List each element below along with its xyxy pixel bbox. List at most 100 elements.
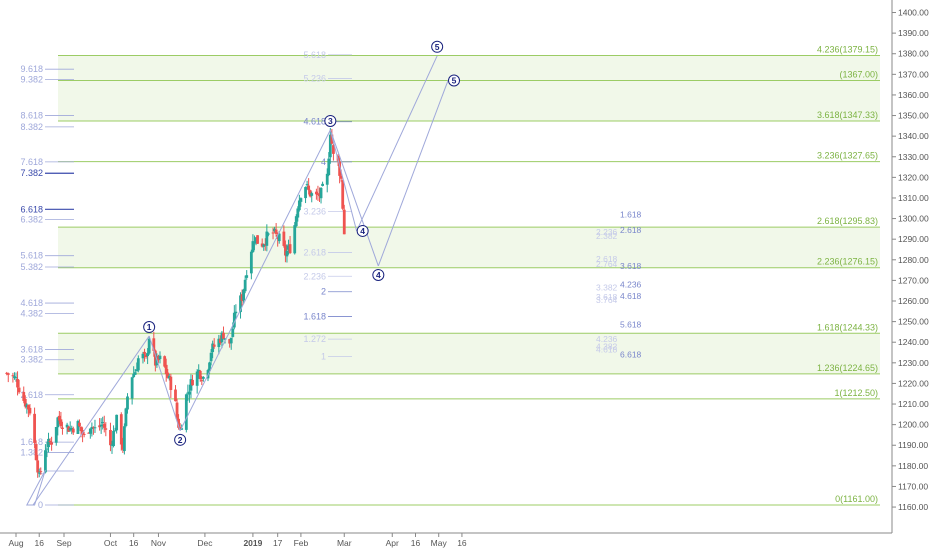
fib-level-label: 2.618(1295.83) [817, 216, 878, 226]
candle-body [121, 442, 125, 450]
fib-level-label: 4.236(1379.15) [817, 44, 878, 54]
time-tick-label: Nov [151, 538, 167, 548]
candle-body [243, 279, 247, 292]
price-tick-label: 1340.00 [898, 131, 929, 141]
candle-body [93, 427, 97, 429]
ratio-label-left: 4.618 [20, 298, 43, 308]
fib-zone [58, 227, 880, 268]
candle-body [59, 419, 63, 427]
ratio-label-left: 7.382 [20, 168, 43, 178]
candle-body [321, 183, 324, 186]
candle-body [274, 229, 278, 234]
candle-body [39, 471, 43, 473]
candle-body [249, 251, 253, 274]
candle-body [342, 209, 346, 235]
ratio-label-left: 6.382 [20, 215, 43, 225]
wave-segment [148, 335, 181, 431]
candle-body [245, 275, 249, 278]
ratio-label-right: 4.236 [620, 280, 642, 290]
wave-label-circle [356, 224, 369, 237]
candle-body [110, 444, 114, 446]
candle-body [305, 184, 309, 186]
candle-body [164, 364, 168, 375]
candle-body [293, 225, 297, 254]
ratio-label-right: 4.236 [596, 334, 618, 344]
ratio-label-left: 7.618 [20, 157, 43, 167]
candle-body [115, 414, 119, 431]
ratio-label-mid: 1 [321, 352, 326, 362]
candle-body [13, 376, 16, 378]
candle-body [37, 472, 41, 474]
price-tick-label: 1270.00 [898, 275, 929, 285]
price-tick-label: 1310.00 [898, 193, 929, 203]
candle-body [126, 396, 129, 410]
ratio-label-left: 4.382 [20, 308, 43, 318]
wave-label-4: 4 [376, 270, 381, 280]
price-tick-label: 1390.00 [898, 28, 929, 38]
candle-body [316, 193, 320, 195]
candle-body [70, 428, 74, 431]
candle-body [296, 208, 300, 218]
wave-label-1: 1 [147, 322, 152, 332]
ratio-label-left: 3.382 [20, 355, 43, 365]
fib-ratio-ticks: 9.6189.3828.6188.3827.6187.3826.6186.382… [20, 50, 641, 510]
wave-label-2: 2 [178, 435, 183, 445]
candle-body [146, 352, 150, 357]
candle-body [276, 234, 280, 240]
time-tick-label: 16 [411, 538, 421, 548]
candle-body [325, 173, 329, 185]
candle-body [328, 134, 332, 158]
candle-body [122, 426, 126, 452]
candle-body [277, 233, 281, 242]
candle-body [282, 231, 286, 246]
wave-label-circle [143, 321, 156, 334]
candle-body [242, 289, 246, 301]
wave-segment [377, 80, 449, 267]
candle-body [314, 191, 318, 195]
wave-label-3: 3 [328, 116, 333, 126]
candle-body [184, 394, 188, 430]
candlestick-series [5, 128, 346, 478]
ratio-label-left: 8.618 [20, 111, 43, 121]
candle-body [16, 379, 19, 388]
elliott-wave-overlay: 1 2 3 4 4 5 5 [26, 40, 461, 506]
wave-label-circle [174, 433, 187, 446]
ratio-label-left: 9.382 [20, 74, 43, 84]
candle-body [297, 200, 301, 211]
price-tick-label: 1300.00 [898, 214, 929, 224]
fib-level-label: 3.618(1347.33) [817, 110, 878, 120]
candle-body [212, 344, 216, 347]
price-tick-label: 1380.00 [898, 49, 929, 59]
price-tick-label: 1220.00 [898, 378, 929, 388]
ratio-label-left: 6.618 [20, 204, 43, 214]
candle-body [228, 339, 232, 344]
candle-body [287, 245, 290, 250]
price-axis[interactable]: 1160.00 1170.00 1180.00 1190.00 1200.00 1210.… [891, 0, 929, 533]
wave-segment [329, 129, 358, 232]
time-tick-label: Sep [56, 538, 71, 548]
ratio-label-left: 5.618 [20, 251, 43, 261]
candle-body [6, 373, 10, 375]
candle-body [133, 372, 137, 375]
candle-body [232, 312, 236, 328]
candle-body [201, 376, 205, 379]
candle-body [44, 450, 47, 473]
candle-body [92, 427, 95, 429]
ratio-label-mid: 1.272 [303, 334, 326, 344]
candle-body [174, 389, 177, 402]
candle-body [144, 354, 148, 358]
time-tick-label: Mar [337, 538, 352, 548]
candle-body [119, 414, 123, 445]
ratio-label-mid: 2 [321, 287, 326, 297]
ratio-label-right: 4.618 [596, 344, 618, 354]
ratio-label-left: 2.618 [20, 390, 43, 400]
candle-body [220, 332, 224, 343]
time-tick-label: Oct [104, 538, 118, 548]
ratio-label-right: 3.618 [620, 261, 642, 271]
candle-body [163, 356, 167, 367]
candle-body [33, 413, 36, 443]
time-axis[interactable]: Aug 16 Sep Oct 16 Nov Dec 2019 17 Feb Mar Apr 16 May 1… [0, 532, 892, 548]
ratio-label-right: 2.236 [596, 227, 618, 237]
candle-body [152, 338, 156, 351]
